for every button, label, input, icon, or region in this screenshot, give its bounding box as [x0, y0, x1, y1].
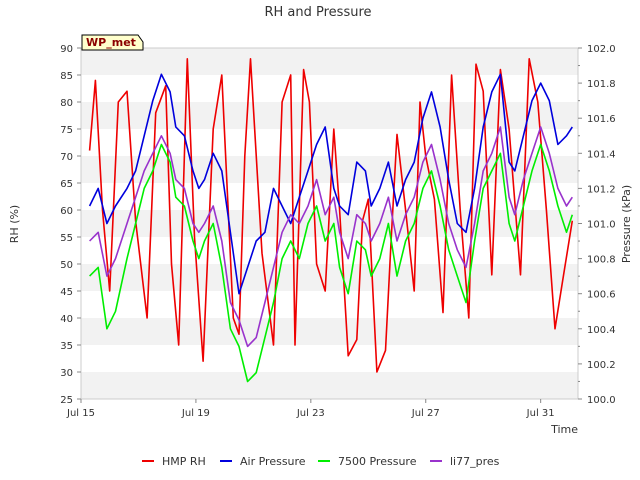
station-badge: WP_met [81, 34, 144, 51]
y-left-tick-label: 55 [60, 233, 73, 244]
y-left-tick-label: 30 [60, 368, 73, 379]
grid-band [81, 318, 578, 345]
y-right-tick-label: 101.8 [587, 79, 616, 90]
legend-label: Air Pressure [240, 455, 306, 468]
grid-band [81, 102, 578, 129]
y-right-tick-label: 100.8 [587, 255, 616, 266]
y-left-tick-label: 85 [60, 71, 73, 82]
y-right-tick-label: 100.6 [587, 290, 616, 301]
x-tick-label: Jul 19 [181, 408, 210, 419]
y-left-tick-label: 70 [60, 152, 73, 163]
x-axis: Jul 15 Jul 19 Jul 23 Jul 27 Jul 31 [66, 399, 555, 419]
y-right-tick-label: 100.2 [587, 360, 616, 371]
y-left-tick-label: 60 [60, 206, 73, 217]
x-axis-label: Time [550, 423, 578, 436]
legend-label: 7500 Pressure [338, 455, 417, 468]
chart-title: RH and Pressure [264, 5, 371, 20]
y-left-tick-label: 25 [60, 395, 73, 406]
station-badge-label: WP_met [86, 36, 136, 49]
y-left-tick-label: 45 [60, 287, 73, 298]
series-line-hmp-rh [88, 57, 574, 373]
series-line-7500-pressure [89, 143, 574, 383]
series-line-air-pressure [88, 73, 573, 295]
legend-label: HMP RH [162, 455, 206, 468]
y-left-tick-label: 65 [60, 179, 73, 190]
x-tick-label: Jul 15 [66, 408, 95, 419]
x-tick-label: Jul 23 [296, 408, 325, 419]
y-right-tick-label: 101.2 [587, 184, 616, 195]
x-tick-label: Jul 31 [526, 408, 555, 419]
y-left-tick-label: 75 [60, 125, 73, 136]
y-right-tick-label: 101.4 [587, 149, 616, 160]
y-right-tick-label: 101.0 [587, 220, 616, 231]
y-right-tick-label: 100.4 [587, 325, 616, 336]
legend-label: li77_pres [450, 455, 500, 468]
y-axis-right-label: Pressure (kPa) [620, 185, 633, 263]
grid-band [81, 48, 578, 75]
grid-band [81, 372, 578, 399]
y-axis-left-label: RH (%) [8, 205, 21, 243]
y-left-tick-label: 40 [60, 314, 73, 325]
y-axis-left: 25 30 35 40 45 50 55 60 65 70 75 80 85 90 [60, 44, 81, 406]
y-left-tick-label: 35 [60, 341, 73, 352]
series-line-li77-pres [89, 126, 573, 348]
y-right-tick-label: 100.0 [587, 395, 616, 406]
y-left-tick-label: 80 [60, 98, 73, 109]
y-left-tick-label: 50 [60, 260, 73, 271]
y-right-tick-label: 102.0 [587, 44, 616, 55]
x-tick-label: Jul 27 [411, 408, 440, 419]
legend: HMP RH Air Pressure 7500 Pressure li77_pres [142, 455, 500, 468]
series-lines [88, 57, 574, 383]
y-axis-right: 100.0 100.2 100.4 100.6 100.8 101.0 101.2 101.4… [578, 44, 616, 406]
grid-band [81, 264, 578, 291]
y-left-tick-label: 90 [60, 44, 73, 55]
y-right-tick-label: 101.6 [587, 114, 616, 125]
